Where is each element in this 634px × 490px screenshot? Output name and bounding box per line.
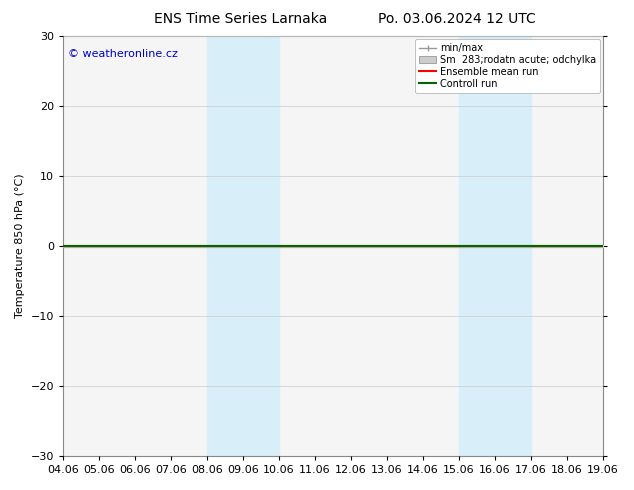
Bar bbox=[495, 36, 531, 456]
Bar bbox=[243, 36, 279, 456]
Bar bbox=[459, 36, 495, 456]
Legend: min/max, Sm  283;rodatn acute; odchylka, Ensemble mean run, Controll run: min/max, Sm 283;rodatn acute; odchylka, … bbox=[415, 39, 600, 93]
Text: © weatheronline.cz: © weatheronline.cz bbox=[68, 49, 178, 59]
Text: Po. 03.06.2024 12 UTC: Po. 03.06.2024 12 UTC bbox=[378, 12, 535, 26]
Bar bbox=[207, 36, 243, 456]
Y-axis label: Temperature 850 hPa (°C): Temperature 850 hPa (°C) bbox=[15, 174, 25, 318]
Text: ENS Time Series Larnaka: ENS Time Series Larnaka bbox=[154, 12, 328, 26]
